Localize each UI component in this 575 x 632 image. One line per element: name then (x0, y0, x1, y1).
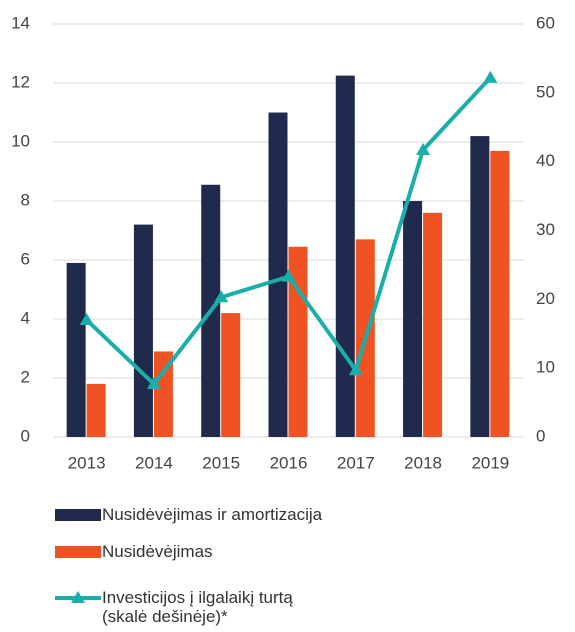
x-tick-label: 2019 (471, 453, 509, 472)
x-tick-label: 2014 (135, 453, 173, 472)
marker (214, 290, 229, 303)
legend-label: Nusidėvėjimas (102, 542, 213, 561)
y-tick-label: 4 (21, 308, 30, 327)
y2-tick-label: 40 (536, 151, 555, 170)
y2-tick-label: 0 (536, 426, 545, 445)
y-tick-label: 2 (21, 367, 30, 386)
x-tick-label: 2013 (68, 453, 106, 472)
marker (281, 269, 296, 282)
x-tick-label: 2015 (202, 453, 240, 472)
bar (221, 313, 241, 437)
bar (423, 212, 443, 437)
legend-label: Nusidėvėjimas ir amortizacija (102, 505, 323, 524)
bar (403, 201, 423, 437)
y2-tick-label: 20 (536, 289, 555, 308)
y-tick-label: 14 (11, 13, 30, 32)
y2-tick-label: 60 (536, 13, 555, 32)
legend-label: Investicijos į ilgalaikį turtą (skalė de… (102, 588, 293, 626)
bar (86, 383, 106, 437)
marker (416, 142, 431, 155)
y2-tick-label: 30 (536, 220, 555, 239)
bar (268, 112, 288, 437)
legend-swatch (55, 546, 101, 558)
y-tick-label: 8 (21, 190, 30, 209)
marker (79, 312, 94, 325)
bar (66, 262, 86, 437)
y-tick-label: 0 (21, 426, 30, 445)
marker (348, 363, 363, 376)
bar (470, 136, 490, 437)
y2-tick-label: 10 (536, 358, 555, 377)
legend-item: Investicijos į ilgalaikį turtą (skalė de… (55, 588, 342, 626)
x-tick-label: 2016 (270, 453, 308, 472)
legend-item: Nusidėvėjimas ir amortizacija (55, 505, 342, 525)
y-tick-label: 10 (11, 131, 30, 150)
legend-item: Nusidėvėjimas (55, 542, 342, 562)
legend-swatch (55, 509, 101, 521)
legend-swatch (55, 591, 101, 603)
x-tick-label: 2017 (337, 453, 375, 472)
marker (146, 376, 161, 389)
y2-tick-label: 50 (536, 82, 555, 101)
bar (133, 224, 153, 437)
bar (153, 351, 173, 437)
bar (490, 150, 510, 437)
bar (335, 75, 355, 437)
y-tick-label: 12 (11, 72, 30, 91)
x-tick-label: 2018 (404, 453, 442, 472)
marker (483, 70, 498, 83)
y-tick-label: 6 (21, 249, 30, 268)
